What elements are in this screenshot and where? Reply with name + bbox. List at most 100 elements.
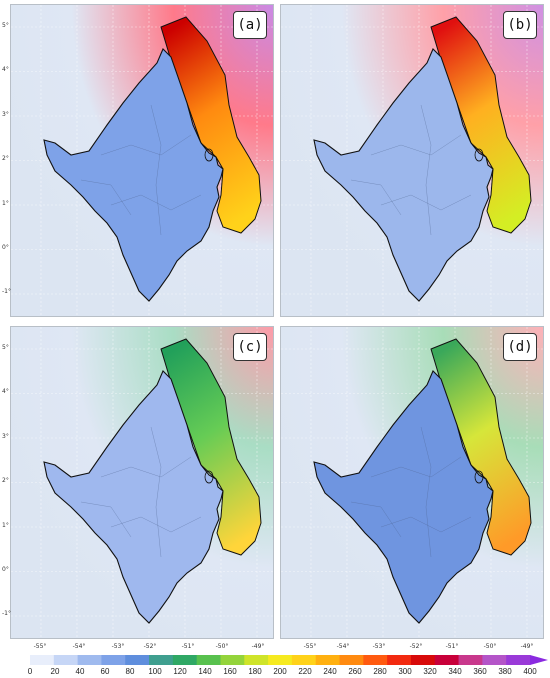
y-label: 4° bbox=[2, 66, 9, 73]
colorbar-tick-label: 20 bbox=[50, 667, 60, 676]
y-label: 0° bbox=[2, 244, 9, 251]
colorbar-segment bbox=[410, 655, 436, 665]
y-label: 3° bbox=[2, 111, 9, 118]
y-label: 4° bbox=[2, 388, 9, 395]
colorbar-tick-label: 0 bbox=[27, 667, 33, 676]
colorbar-segment bbox=[101, 655, 126, 665]
colorbar-segment bbox=[30, 655, 55, 665]
x-label: -55° bbox=[33, 643, 47, 650]
municipal-boundary bbox=[110, 516, 202, 533]
island-outline bbox=[474, 470, 484, 484]
colorbar-tick-label: 340 bbox=[448, 667, 462, 676]
state-outline bbox=[43, 48, 224, 302]
colorbar-segment bbox=[53, 655, 79, 665]
colorbar-tick-label: 260 bbox=[348, 667, 362, 676]
colorbar-tick-label: 400 bbox=[523, 667, 537, 676]
x-label: -52° bbox=[143, 643, 157, 650]
colorbar-tick-label: 300 bbox=[398, 667, 412, 676]
colorbar-segment bbox=[125, 655, 150, 665]
colorbar-tick-label: 220 bbox=[298, 667, 312, 676]
municipal-boundary bbox=[350, 179, 402, 216]
y-label: 2° bbox=[2, 155, 9, 162]
colorbar-tick-label: 60 bbox=[100, 667, 110, 676]
municipal-boundary bbox=[80, 179, 132, 216]
colorbar-tick-label: 360 bbox=[473, 667, 487, 676]
x-label: -49° bbox=[520, 643, 534, 650]
y-label: -1° bbox=[2, 610, 11, 617]
municipal-boundary bbox=[100, 134, 192, 156]
colorbar-segment bbox=[196, 655, 221, 665]
colorbar-tick-label: 160 bbox=[223, 667, 237, 676]
map-canvas-a bbox=[11, 5, 273, 316]
colorbar-tick-label: 280 bbox=[373, 667, 387, 676]
state-outline bbox=[313, 48, 494, 302]
municipal-boundary bbox=[80, 501, 132, 538]
colorbar-segment bbox=[339, 655, 364, 665]
state-outline bbox=[43, 370, 224, 624]
map-panel-a: (a) bbox=[10, 4, 274, 317]
y-label: 1° bbox=[2, 200, 9, 207]
x-label: -53° bbox=[111, 643, 125, 650]
y-label: 2° bbox=[2, 477, 9, 484]
colorbar-segment bbox=[315, 655, 341, 665]
x-label: -51° bbox=[445, 643, 459, 650]
colorbar-tick-label: 140 bbox=[198, 667, 212, 676]
municipal-boundary bbox=[150, 104, 162, 236]
colorbar-segment bbox=[172, 655, 198, 665]
map-canvas-d bbox=[281, 327, 543, 638]
municipal-boundary bbox=[380, 194, 472, 211]
panel-label-b: (b) bbox=[503, 11, 537, 39]
panel-label-c: (c) bbox=[233, 333, 267, 361]
colorbar-tick-label: 100 bbox=[148, 667, 162, 676]
municipal-boundary bbox=[110, 194, 202, 211]
colorbar-segment bbox=[244, 655, 269, 665]
x-label: -53° bbox=[372, 643, 386, 650]
colorbar-segment bbox=[434, 655, 460, 665]
y-label: 1° bbox=[2, 522, 9, 529]
colorbar-segment bbox=[220, 655, 245, 665]
x-label: -54° bbox=[72, 643, 86, 650]
colorbar-segment bbox=[482, 655, 507, 665]
map-panel-d: (d) bbox=[280, 326, 544, 639]
municipal-boundary bbox=[420, 104, 432, 236]
colorbar-segment bbox=[363, 655, 388, 665]
municipal-boundary bbox=[350, 501, 402, 538]
colorbar-tick-label: 40 bbox=[75, 667, 85, 676]
state-outline bbox=[313, 370, 494, 624]
colorbar-segment bbox=[268, 655, 293, 665]
map-canvas-c bbox=[11, 327, 273, 638]
x-label: -49° bbox=[251, 643, 265, 650]
island-outline bbox=[474, 148, 484, 162]
panel-label-d: (d) bbox=[503, 333, 537, 361]
y-label: 0° bbox=[2, 566, 9, 573]
y-label: 3° bbox=[2, 433, 9, 440]
municipal-boundary bbox=[370, 134, 462, 156]
colorbar-segment bbox=[291, 655, 317, 665]
municipal-boundary bbox=[370, 456, 462, 478]
y-label: 5° bbox=[2, 22, 9, 29]
colorbar-tick-label: 120 bbox=[173, 667, 187, 676]
y-label: -1° bbox=[2, 288, 11, 295]
map-panel-b: (b) bbox=[280, 4, 544, 317]
x-label: -51° bbox=[181, 643, 195, 650]
x-label: -50° bbox=[215, 643, 229, 650]
colorbar-segment bbox=[458, 655, 483, 665]
municipal-boundary bbox=[150, 426, 162, 558]
colorbar-tick-label: 200 bbox=[273, 667, 287, 676]
colorbar-tick-label: 180 bbox=[248, 667, 262, 676]
panel-label-a: (a) bbox=[233, 11, 267, 39]
x-label: -54° bbox=[336, 643, 350, 650]
y-label: 5° bbox=[2, 344, 9, 351]
colorbar-segment bbox=[149, 655, 174, 665]
colorbar-extend-arrow bbox=[530, 655, 548, 665]
island-outline bbox=[204, 148, 214, 162]
colorbar-tick-label: 240 bbox=[323, 667, 337, 676]
colorbar-segment bbox=[506, 655, 531, 665]
map-panel-c: (c) bbox=[10, 326, 274, 639]
x-label: -52° bbox=[409, 643, 423, 650]
colorbar-tick-label: 380 bbox=[498, 667, 512, 676]
municipal-boundary bbox=[420, 426, 432, 558]
colorbar-tick-label: 80 bbox=[125, 667, 135, 676]
x-label: -50° bbox=[483, 643, 497, 650]
municipal-boundary bbox=[380, 516, 472, 533]
